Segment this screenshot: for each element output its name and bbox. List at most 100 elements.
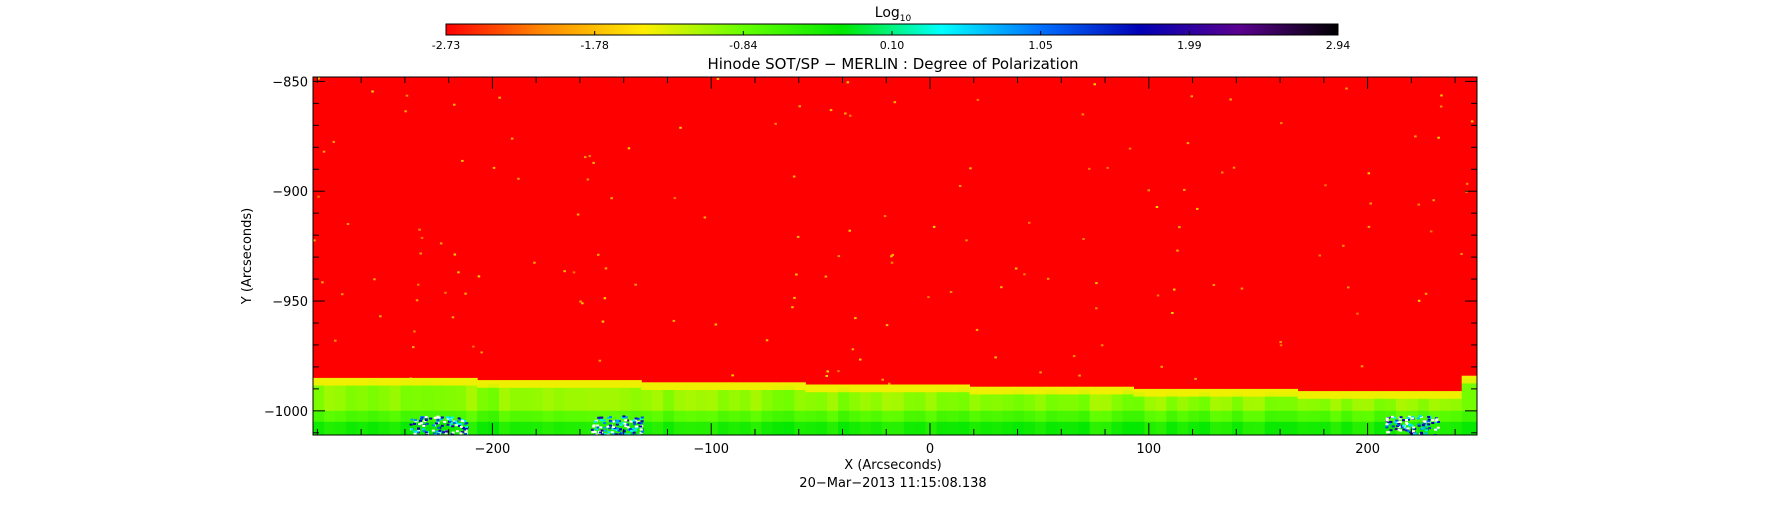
off-limb-strip — [313, 377, 325, 382]
off-limb-strip — [1450, 421, 1463, 435]
high-polarization-noise — [1394, 428, 1398, 431]
off-limb-strip — [1286, 388, 1299, 393]
off-limb-strip — [805, 421, 817, 435]
polarization-speckle — [420, 236, 424, 239]
high-polarization-noise — [1397, 424, 1401, 427]
off-limb-strip — [553, 380, 566, 384]
off-limb-strip — [936, 421, 949, 435]
off-limb-strip — [1056, 410, 1069, 423]
polarization-speckle — [477, 275, 481, 278]
off-limb-strip — [1450, 394, 1463, 400]
off-limb-strip — [991, 394, 1003, 412]
off-limb-strip — [663, 410, 675, 423]
polarization-speckle — [1432, 199, 1435, 202]
off-limb-strip — [1024, 390, 1036, 395]
off-limb-strip — [400, 377, 412, 382]
off-limb-strip — [1013, 386, 1025, 391]
high-polarization-noise — [446, 417, 450, 420]
off-limb-strip — [520, 380, 533, 384]
polarization-speckle — [1440, 94, 1443, 97]
off-limb-strip — [367, 377, 380, 382]
off-limb-strip — [1013, 421, 1025, 435]
polarization-speckle — [932, 225, 936, 228]
off-limb-strip — [1439, 391, 1452, 395]
off-limb-strip — [1286, 410, 1299, 423]
off-limb-strip — [1100, 386, 1113, 391]
high-polarization-noise — [623, 422, 627, 425]
high-polarization-noise — [639, 425, 643, 428]
high-polarization-noise — [615, 421, 619, 424]
off-limb-strip — [991, 390, 1003, 395]
off-limb-strip — [356, 381, 369, 387]
off-limb-strip — [685, 421, 697, 435]
high-polarization-noise — [1406, 418, 1410, 421]
high-polarization-noise — [609, 420, 613, 423]
off-limb-strip — [1363, 421, 1375, 435]
off-limb-strip — [1330, 391, 1342, 395]
off-limb-strip — [1319, 410, 1331, 423]
high-polarization-noise — [436, 432, 440, 435]
off-limb-strip — [575, 387, 588, 412]
off-limb-strip — [991, 410, 1003, 423]
high-polarization-noise — [459, 425, 463, 428]
off-limb-strip — [378, 377, 391, 382]
polarization-speckle — [826, 370, 829, 373]
off-limb-strip — [608, 380, 620, 384]
off-limb-strip — [1013, 390, 1025, 395]
off-limb-strip — [674, 382, 686, 387]
high-polarization-noise — [1423, 420, 1427, 423]
off-limb-strip — [422, 421, 434, 435]
high-polarization-noise — [622, 430, 626, 433]
high-polarization-noise — [440, 416, 444, 419]
high-polarization-noise — [617, 429, 621, 432]
off-limb-strip — [739, 385, 752, 391]
off-limb-strip — [739, 421, 752, 435]
off-limb-strip — [1319, 394, 1331, 400]
timestamp-label: 20−Mar−2013 11:15:08.138 — [799, 476, 986, 491]
off-limb-strip — [1374, 394, 1386, 400]
high-polarization-noise — [435, 416, 439, 419]
high-polarization-noise — [623, 432, 627, 435]
polarization-speckle — [792, 175, 796, 178]
off-limb-strip — [1385, 391, 1397, 395]
high-polarization-noise — [609, 416, 612, 419]
off-limb-strip — [1221, 396, 1233, 412]
polarization-speckle — [1072, 355, 1076, 358]
polarization-speckle — [517, 177, 520, 180]
high-polarization-noise — [640, 416, 644, 419]
off-limb-strip — [1035, 421, 1047, 435]
high-polarization-noise — [419, 419, 422, 422]
off-limb-strip — [1166, 392, 1178, 398]
off-limb-strip — [1056, 390, 1069, 395]
off-limb-strip — [367, 421, 380, 435]
off-limb-strip — [477, 410, 489, 423]
off-limb-strip — [1199, 421, 1211, 435]
high-polarization-noise — [609, 424, 613, 427]
off-limb-strip — [1341, 394, 1353, 400]
off-limb-strip — [1231, 396, 1244, 412]
off-limb-strip — [936, 384, 949, 389]
high-polarization-noise — [1427, 418, 1431, 421]
polarization-speckle — [405, 94, 409, 97]
off-limb-strip — [652, 390, 664, 412]
off-limb-strip — [1417, 398, 1430, 412]
high-polarization-noise — [626, 423, 630, 426]
polarization-speckle — [837, 370, 840, 373]
off-limb-strip — [1308, 410, 1320, 423]
polarization-speckle — [1417, 299, 1421, 302]
polarization-speckle — [798, 105, 801, 108]
high-polarization-noise — [1402, 428, 1406, 431]
polarization-speckle — [588, 155, 591, 158]
high-polarization-noise — [433, 416, 437, 419]
off-limb-strip — [870, 421, 883, 435]
off-limb-strip — [1089, 390, 1102, 395]
high-polarization-noise — [458, 418, 462, 421]
off-limb-strip — [925, 421, 938, 435]
off-limb-strip — [313, 385, 325, 412]
high-polarization-noise — [637, 422, 641, 425]
polarization-speckle — [412, 346, 415, 349]
off-limb-strip — [1133, 392, 1145, 398]
off-limb-strip — [619, 421, 631, 435]
off-limb-strip — [1067, 421, 1080, 435]
off-limb-strip — [892, 392, 905, 412]
